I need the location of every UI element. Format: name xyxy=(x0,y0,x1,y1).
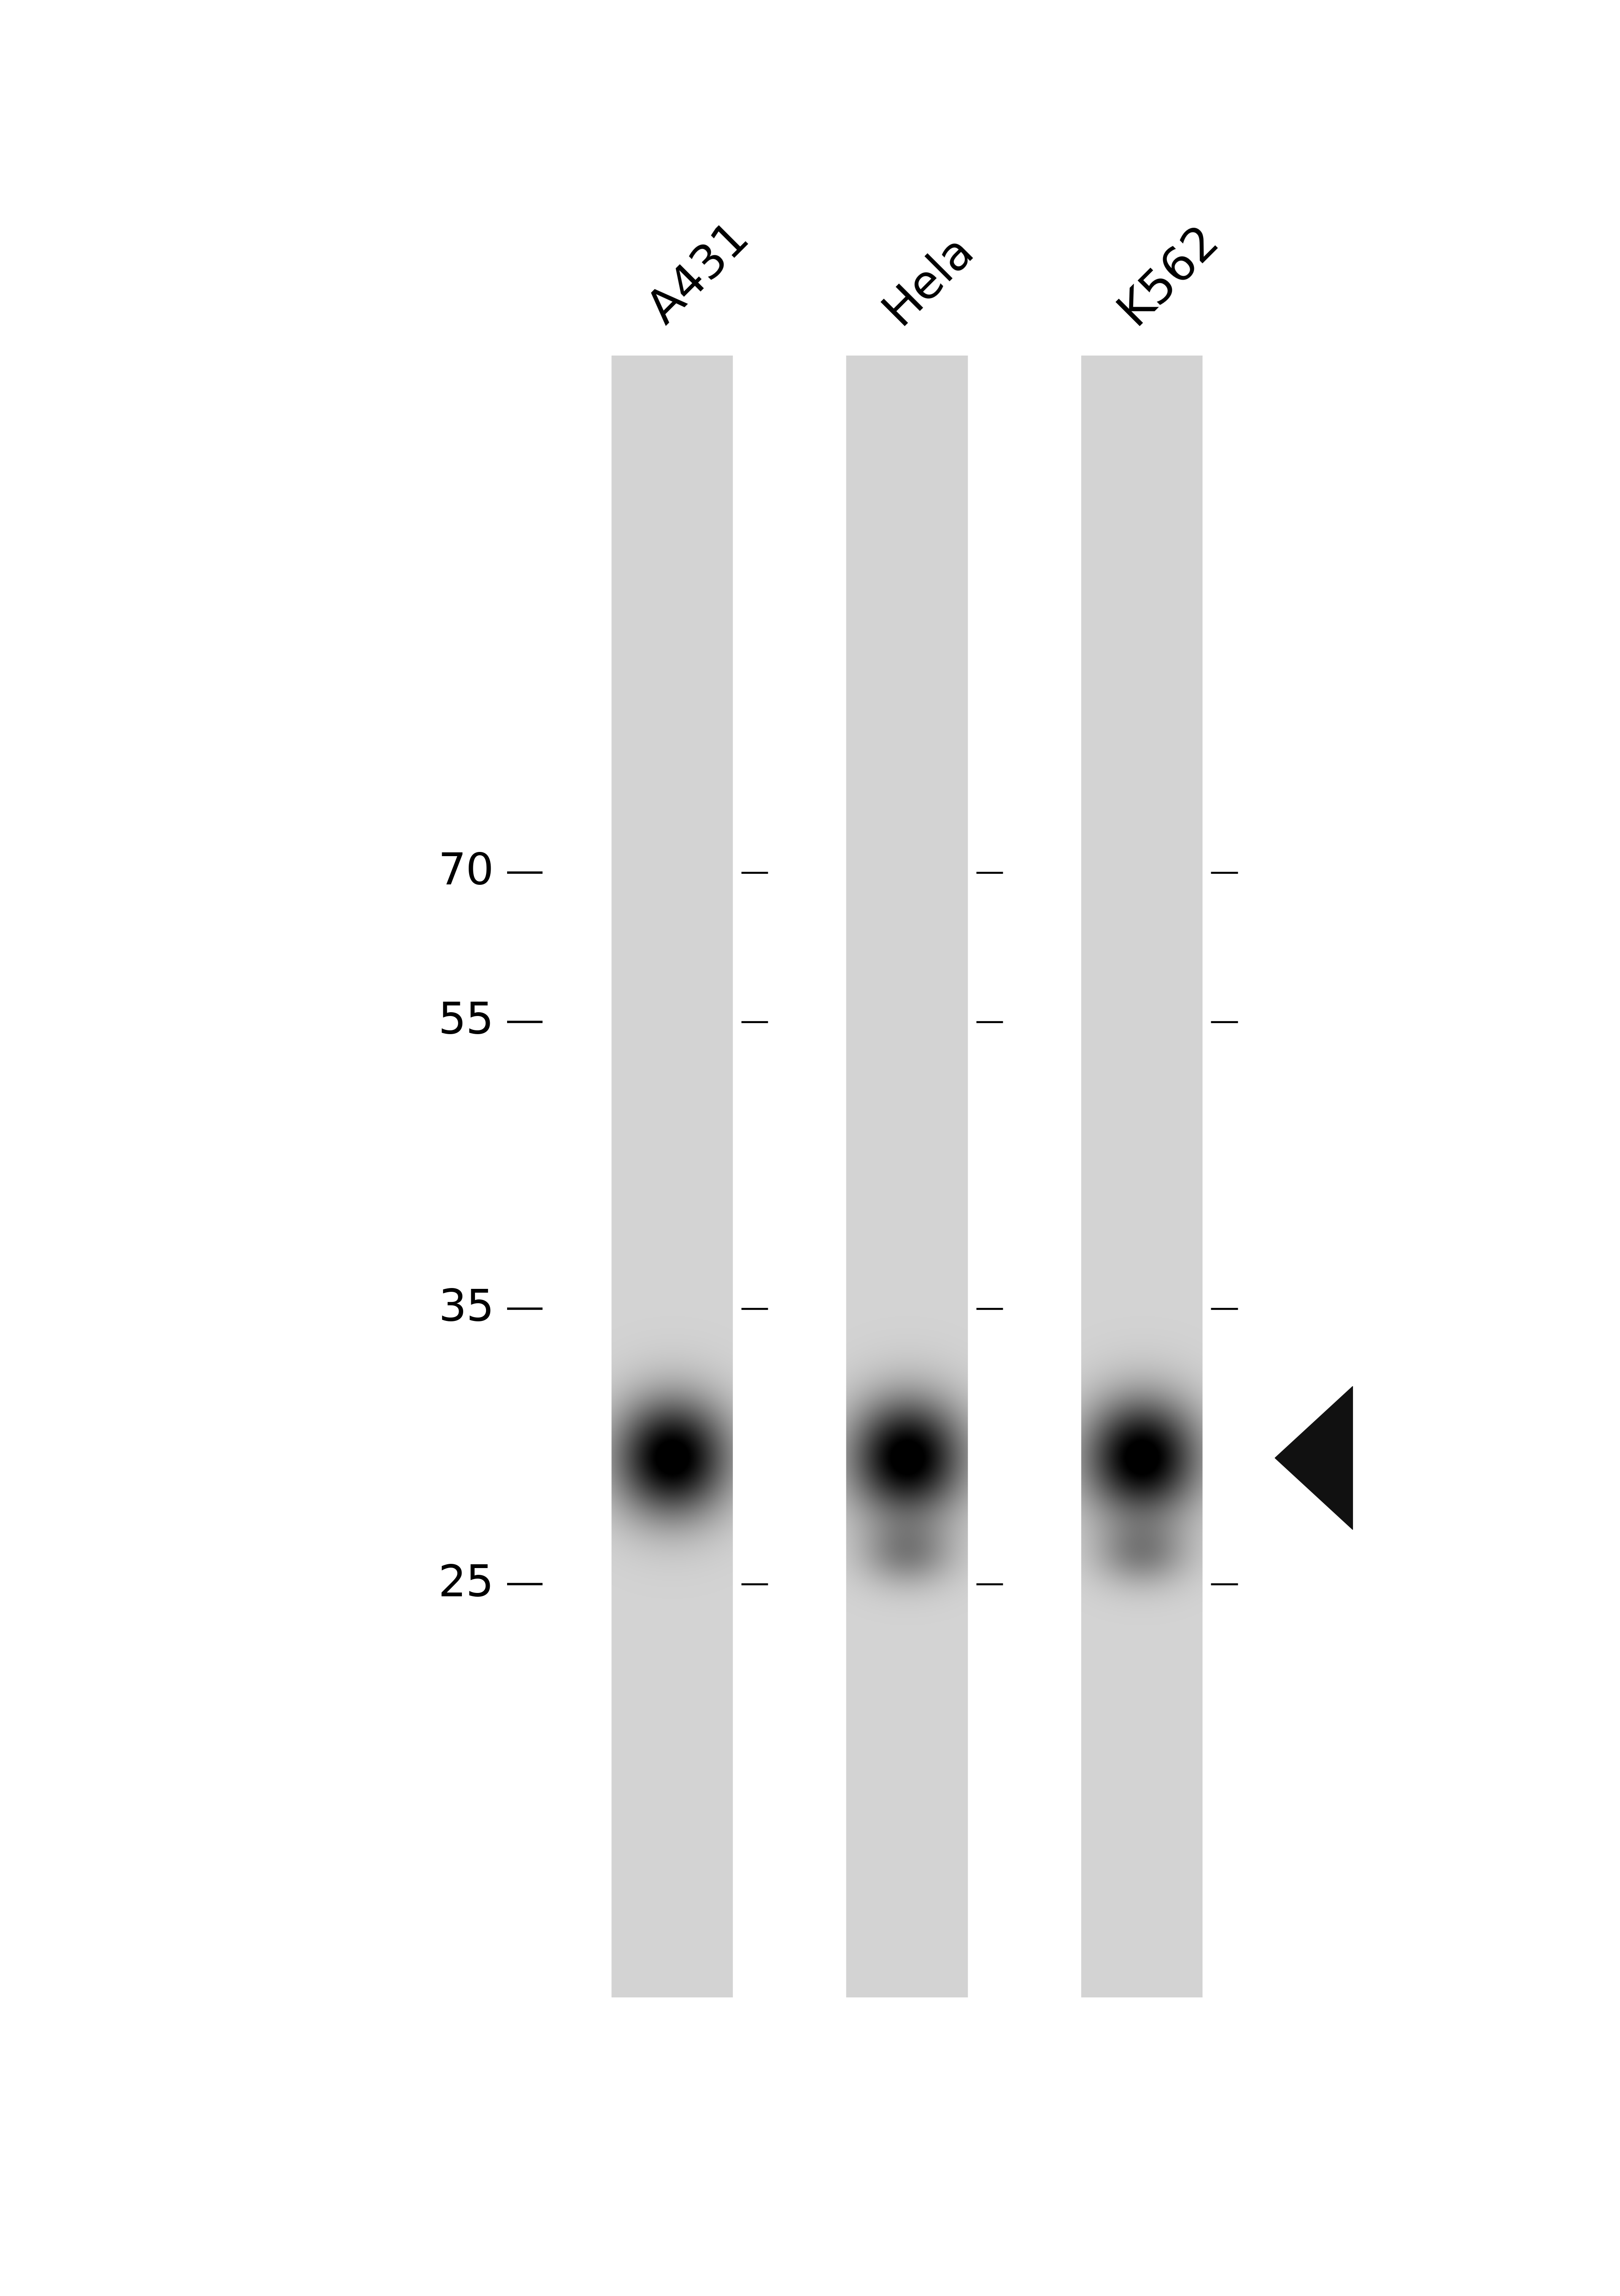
Text: A431: A431 xyxy=(640,216,758,333)
Polygon shape xyxy=(1275,1387,1353,1529)
Text: Hela: Hela xyxy=(875,227,982,333)
Text: 55: 55 xyxy=(437,1001,494,1042)
Text: 25: 25 xyxy=(437,1564,494,1605)
Text: 70: 70 xyxy=(439,852,494,893)
Text: 35: 35 xyxy=(437,1288,494,1329)
Text: K562: K562 xyxy=(1110,216,1226,333)
